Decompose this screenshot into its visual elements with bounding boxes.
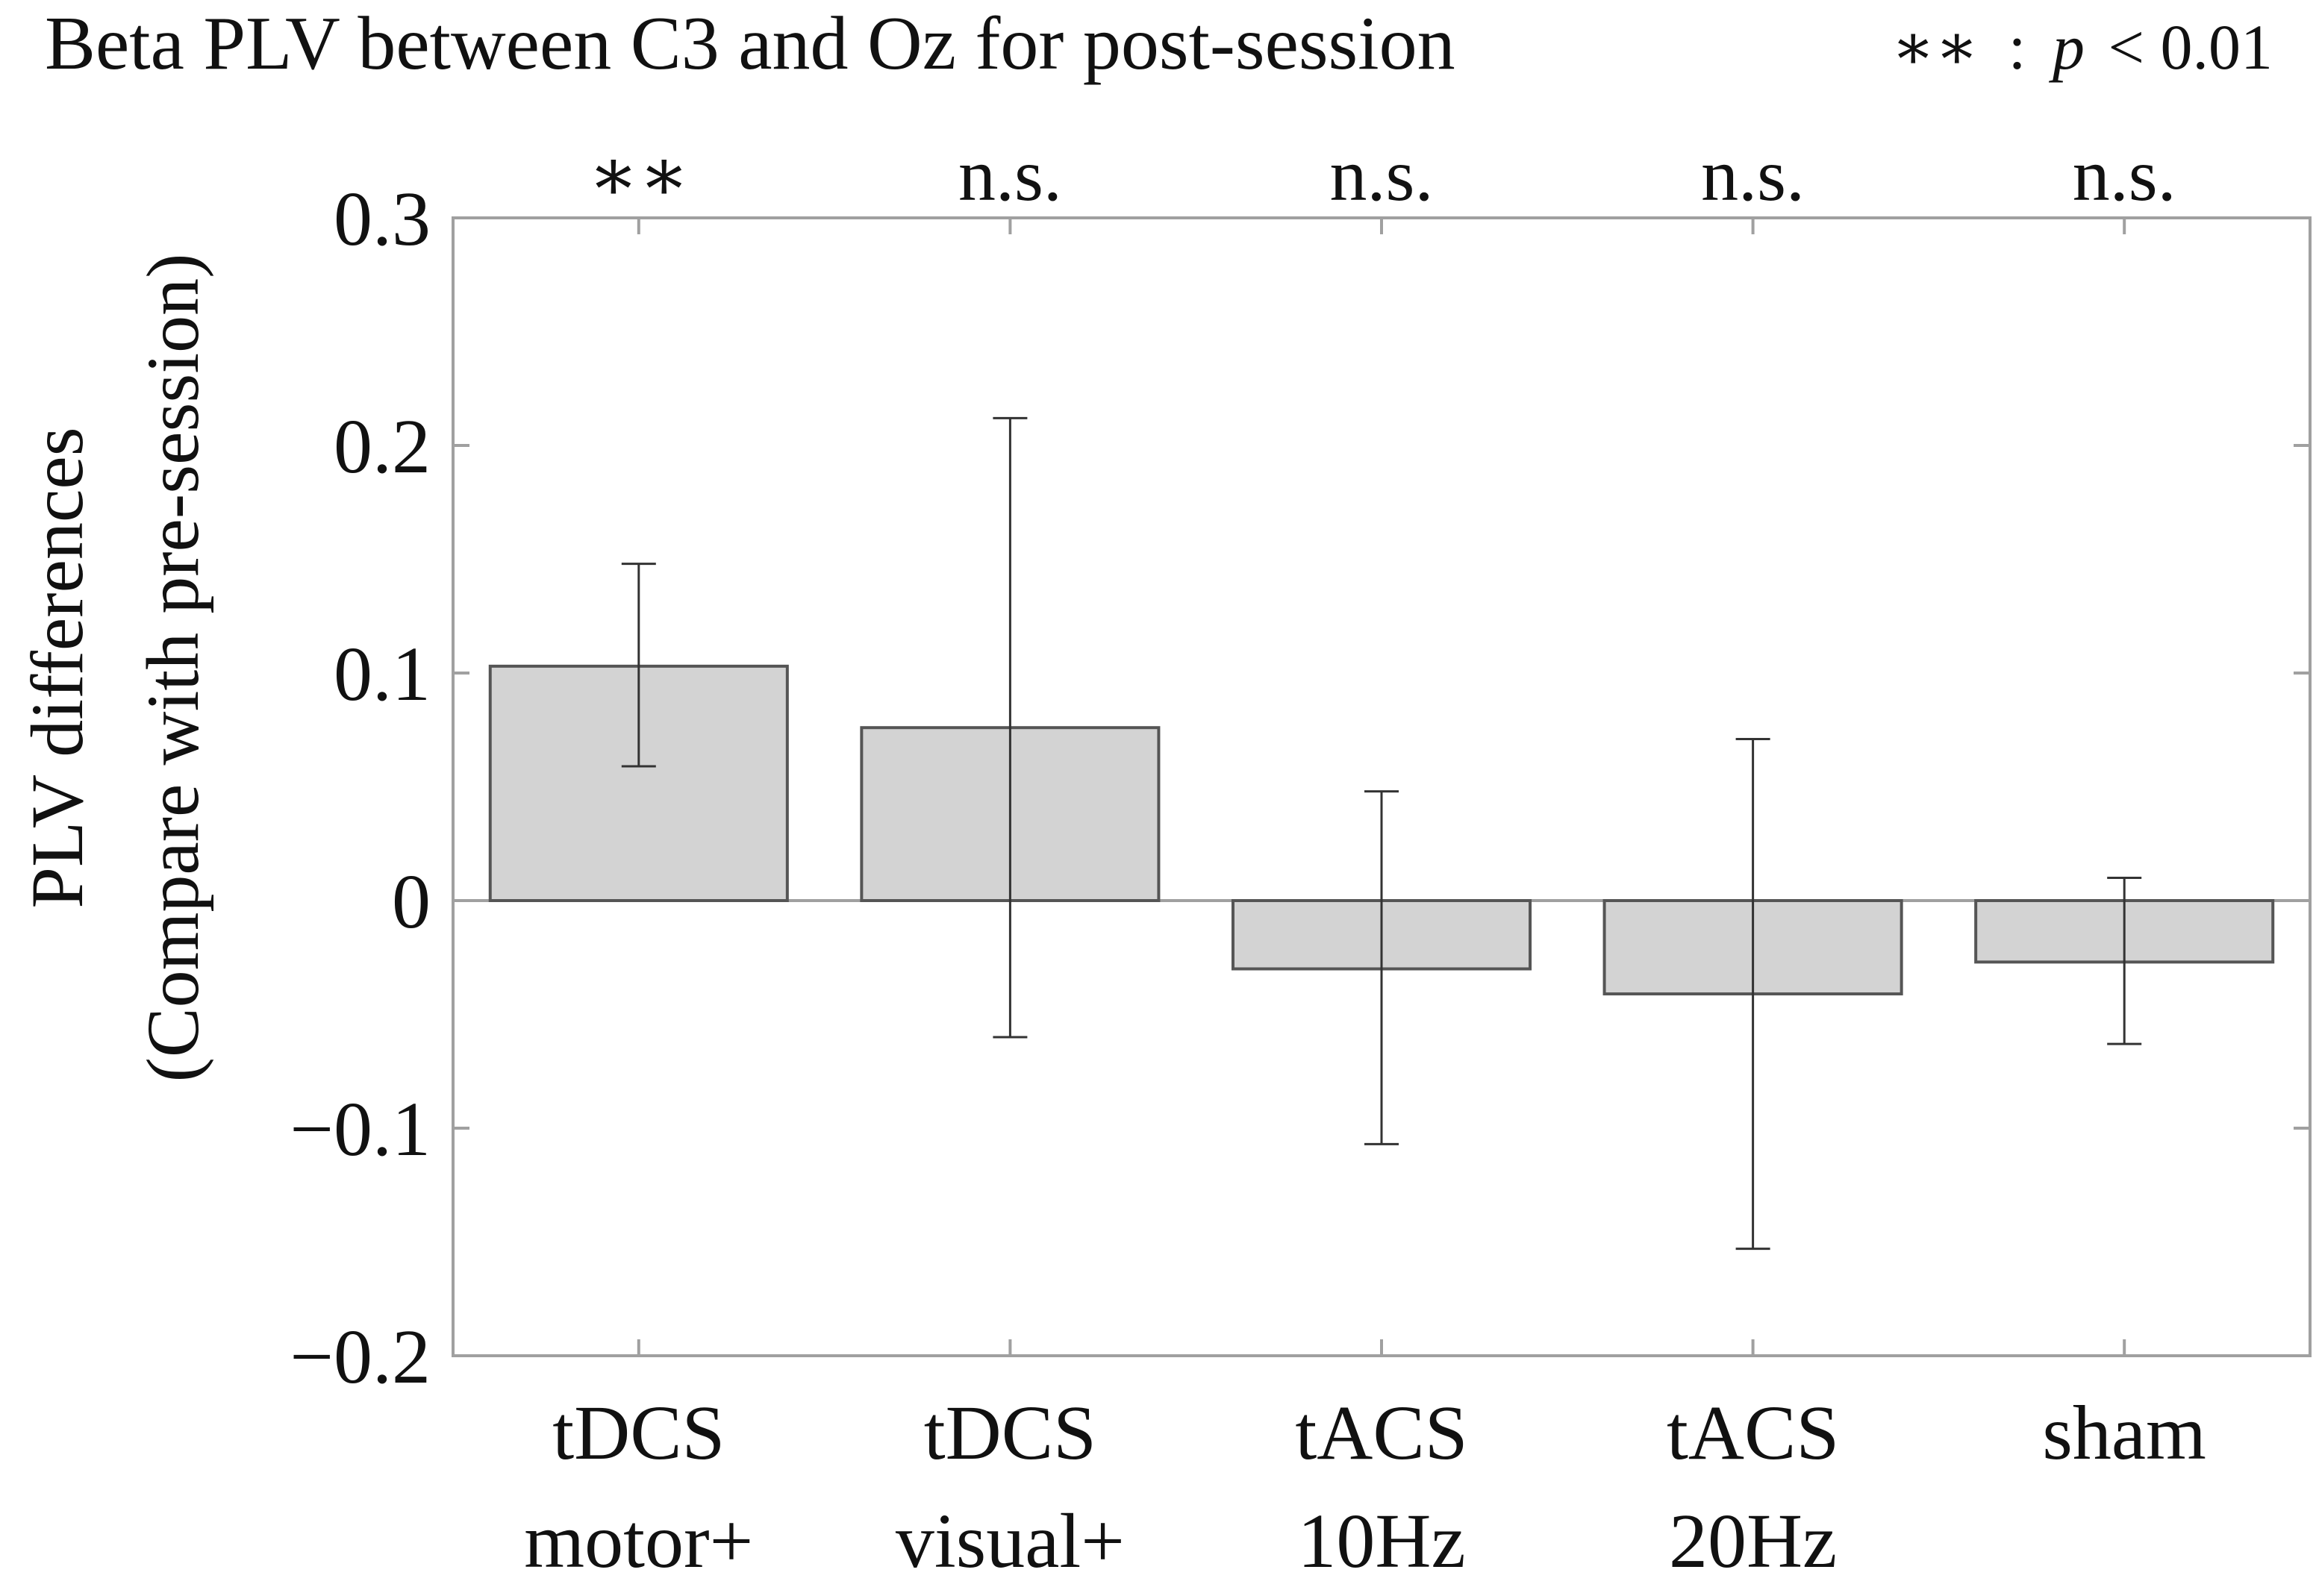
x-tick-label-line2: visual+ [896,1498,1125,1584]
y-tick-label: −0.2 [290,1314,431,1400]
x-tick-label-line1: tDCS [552,1390,725,1476]
significance-label: ∗∗ [588,134,690,216]
y-axis-ticks: 0.3 0.2 0.1 0 −0.1 −0.2 [290,176,2310,1400]
y-axis-label: PLV differences (Compare with pre-sessio… [16,254,214,1083]
x-tick-label-line1: tACS [1667,1390,1839,1476]
x-tick-label-line1: tACS [1295,1390,1467,1476]
significance-label: n.s. [1330,134,1434,216]
chart-title: Beta PLV between C3 and Oz for post-sess… [45,1,1455,86]
legend-p-symbol: p [2048,11,2085,83]
significance-label: n.s. [1701,134,1805,216]
y-tick-label: 0.1 [334,631,431,717]
legend-colon: : [2008,11,2026,83]
y-tick-label: −0.1 [290,1086,431,1172]
y-axis-label-line2: (Compare with pre-session) [131,254,214,1083]
error-bars [621,416,2142,1251]
y-tick-label: 0.2 [334,404,431,489]
significance-label: n.s. [2073,134,2176,216]
significance-labels: ∗∗ n.s. n.s. n.s. n.s. [588,134,2176,216]
x-tick-label-line2: 20Hz [1669,1498,1837,1584]
y-axis-label-line1: PLV differences [16,427,99,908]
x-tick-label-line2: 10Hz [1297,1498,1465,1584]
significance-legend: ∗∗ : p < 0.01 [1891,11,2273,83]
x-tick-label-line1: tDCS [924,1390,1096,1476]
x-tick-label-line1: sham [2042,1390,2206,1476]
legend-relation: < 0.01 [2108,11,2273,83]
y-tick-label: 0.3 [334,176,431,262]
significance-label: n.s. [958,134,1062,216]
x-axis-ticks: tDCS motor+ tDCS visual+ tACS 10Hz tACS 20Hz sha… [524,218,2206,1584]
y-tick-label: 0 [392,859,431,945]
legend-stars: ∗∗ [1891,11,1979,83]
x-tick-label-line2: motor+ [524,1498,753,1584]
